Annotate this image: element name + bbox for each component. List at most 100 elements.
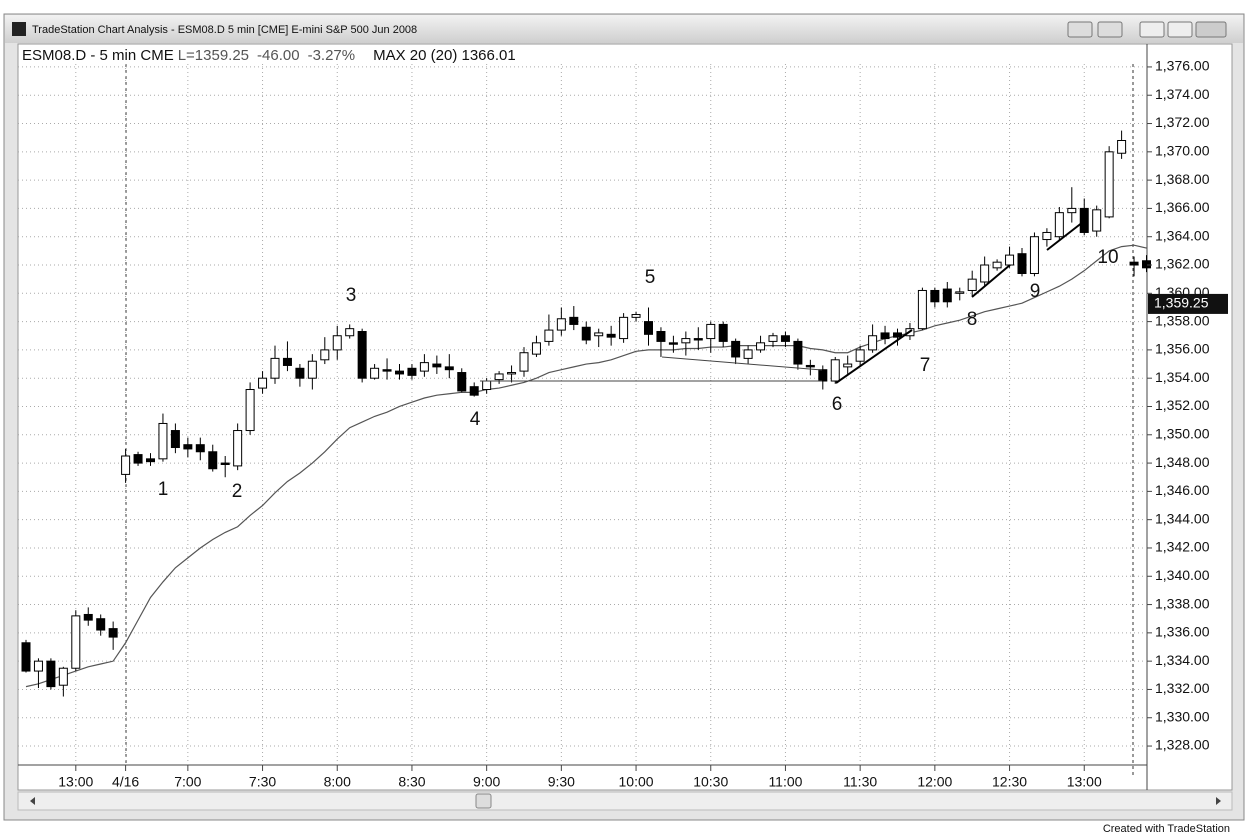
maximize-button[interactable] [1167, 21, 1193, 38]
candle-body [718, 323, 728, 342]
annotation: 7 [920, 355, 931, 376]
y-tick-label: 1,334.00 [1155, 652, 1210, 668]
x-tick-label: 9:00 [473, 774, 500, 790]
candle-body [307, 360, 317, 379]
candle-body [768, 335, 778, 342]
y-tick-label: 1,372.00 [1155, 114, 1210, 130]
candle-body [743, 349, 753, 359]
candle-body [1042, 231, 1052, 241]
candle-body [220, 462, 230, 465]
candle-body [1067, 207, 1077, 214]
candle-body [992, 261, 1002, 269]
candle-body [258, 377, 268, 389]
candle-body [581, 326, 591, 341]
annotation: 5 [645, 267, 656, 288]
candle-body [967, 278, 977, 291]
x-tick-label: 9:30 [548, 774, 575, 790]
interval-button[interactable] [1097, 21, 1123, 38]
candle-body [133, 454, 143, 464]
annotation: 9 [1030, 281, 1041, 302]
candle-body [980, 264, 990, 283]
candle-body [345, 328, 355, 337]
x-tick-label: 8:30 [398, 774, 425, 790]
x-tick-label: 8:00 [324, 774, 351, 790]
candle-body [108, 628, 118, 638]
candle-body [917, 289, 927, 330]
minimize-button[interactable] [1139, 21, 1165, 38]
candle-body [332, 335, 342, 351]
x-tick-label: 10:30 [693, 774, 728, 790]
candle-body [619, 316, 629, 340]
scroll-thumb[interactable] [475, 793, 492, 809]
moving-average [25, 244, 1147, 688]
legend-last: L=1359.25 [178, 47, 249, 64]
scrollbar[interactable] [17, 791, 1233, 811]
candle-body [208, 451, 218, 470]
candle-body [270, 357, 280, 379]
annotation: 2 [232, 481, 243, 502]
window-title: TradeStation Chart Analysis - ESM08.D 5 … [32, 24, 417, 36]
candle-body [83, 613, 93, 621]
candle-body [955, 291, 965, 294]
candle-body [656, 331, 666, 342]
chart-area [17, 43, 1233, 791]
candle-body [444, 366, 454, 371]
candle-body [693, 338, 703, 341]
candle-body [793, 340, 803, 365]
candle-body [606, 333, 616, 338]
candle-body [1054, 212, 1064, 238]
candle-body [818, 369, 828, 382]
footer: Created with TradeStation [1103, 823, 1230, 834]
candle-body [519, 352, 529, 372]
annotation: 10 [1097, 247, 1118, 268]
candle-body [507, 372, 517, 375]
y-tick-label: 1,352.00 [1155, 397, 1210, 413]
y-tick-label: 1,348.00 [1155, 454, 1210, 470]
candle-body [183, 444, 193, 450]
y-tick-label: 1,376.00 [1155, 58, 1210, 74]
y-tick-label: 1,354.00 [1155, 369, 1210, 385]
annotation: 4 [470, 409, 481, 430]
x-tick-label: 11:30 [843, 774, 877, 790]
scroll-left[interactable] [30, 797, 35, 805]
scroll-right[interactable] [1216, 797, 1221, 805]
y-tick-label: 1,346.00 [1155, 482, 1210, 498]
candle-body [158, 422, 168, 460]
candle-body [668, 342, 678, 345]
symbol-button[interactable] [1067, 21, 1093, 38]
candle-body [893, 332, 902, 338]
plot [18, 64, 1151, 765]
last-price-tag [1148, 293, 1228, 314]
candle-body [1029, 236, 1039, 274]
candle-body [631, 314, 641, 318]
candle-body [1117, 140, 1127, 154]
x-tick-label: 7:30 [249, 774, 276, 790]
legend-change: -46.00 [257, 47, 300, 64]
x-tick-label: 11:00 [768, 774, 802, 790]
candle-body [942, 288, 952, 303]
annotation: 3 [346, 285, 357, 306]
close-button[interactable] [1195, 21, 1227, 38]
trend-line [1046, 221, 1084, 251]
legend-percent: -3.27% [308, 47, 356, 64]
y-tick-label: 1,362.00 [1155, 256, 1210, 272]
y-tick-label: 1,328.00 [1155, 737, 1210, 753]
x-tick-label: 7:00 [174, 774, 201, 790]
candle-body [46, 660, 56, 688]
y-tick-label: 1,336.00 [1155, 624, 1210, 640]
app-icon [12, 22, 26, 36]
candle-body [1017, 253, 1027, 274]
trend-line [835, 329, 913, 384]
candle-body [96, 618, 106, 631]
candle-body [594, 332, 604, 337]
candle-body [419, 362, 429, 372]
y-tick-label: 1,370.00 [1155, 143, 1210, 159]
candle-body [195, 444, 205, 453]
legend-indicator: MAX 20 (20) 1366.01 [373, 47, 516, 64]
y-tick-label: 1,344.00 [1155, 510, 1210, 526]
candle-body [569, 316, 579, 325]
y-tick-label: 1,338.00 [1155, 595, 1210, 611]
candle-body [395, 370, 404, 375]
candle-body [432, 363, 442, 368]
